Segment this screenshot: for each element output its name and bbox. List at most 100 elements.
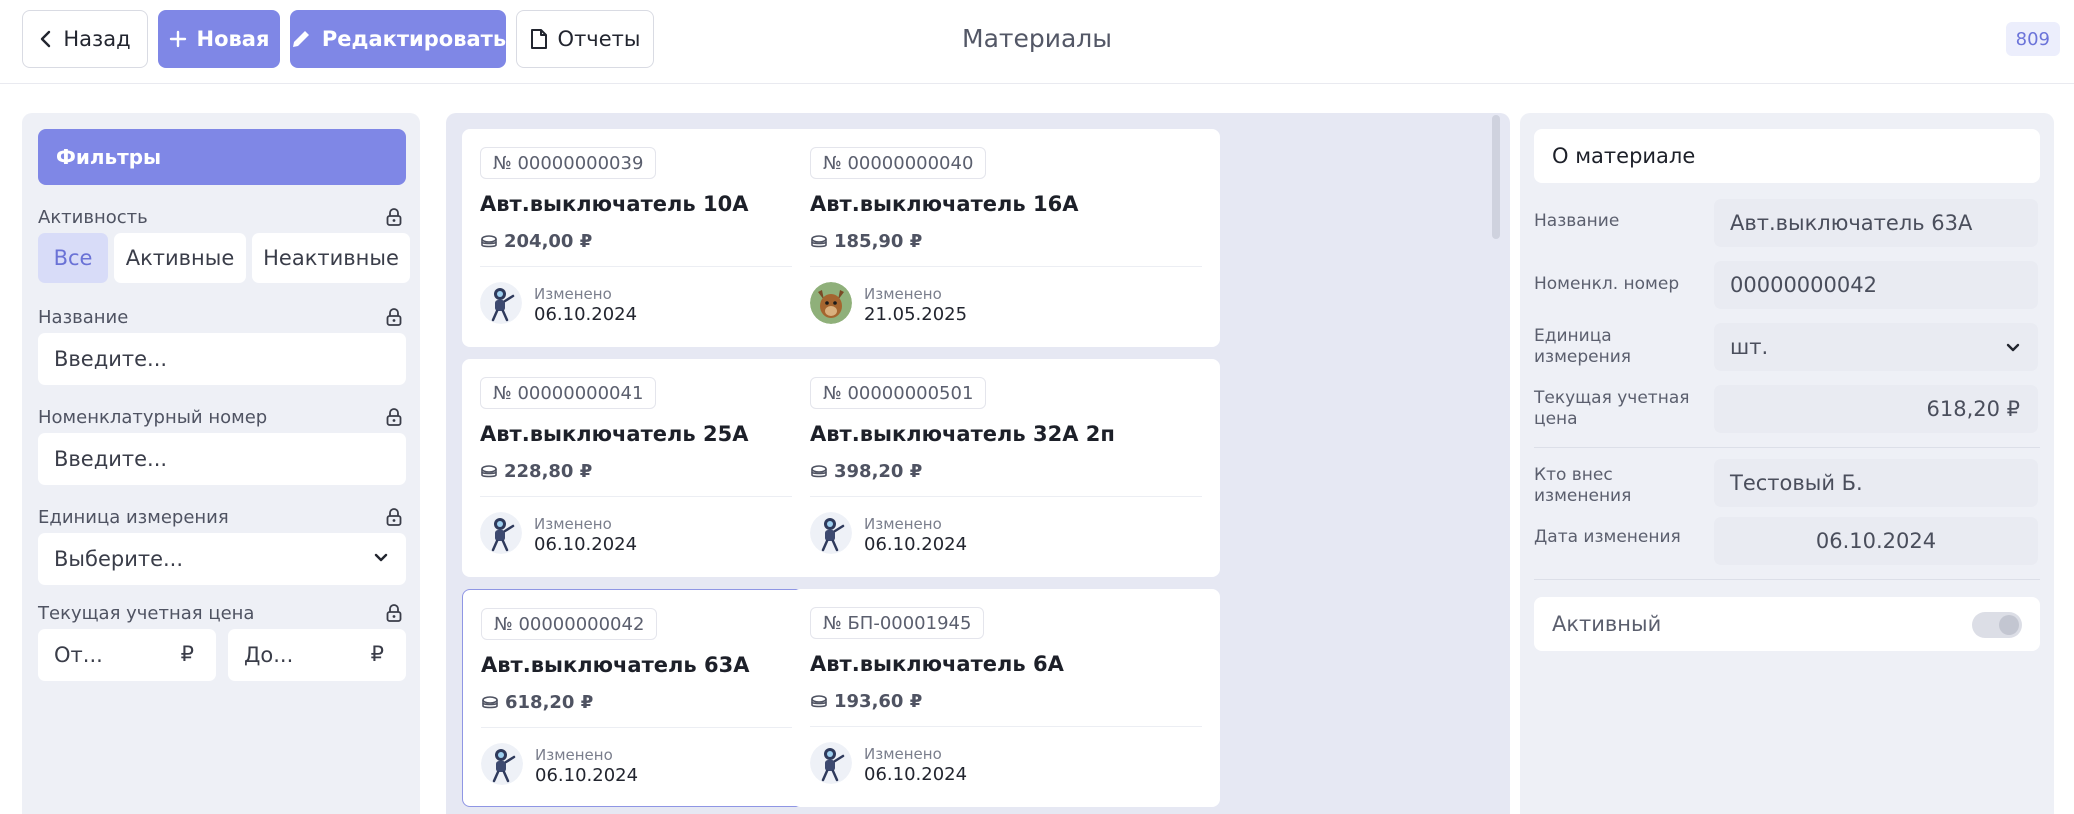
detail-active-label: Активный: [1552, 612, 1662, 636]
card-price-value: 398,20 ₽: [834, 461, 923, 482]
avatar: [810, 512, 852, 554]
material-card[interactable]: № 00000000501 Авт.выключатель 32А 2п 398,2…: [792, 359, 1220, 577]
card-title: Авт.выключатель 32А 2п: [810, 422, 1115, 446]
detail-active-row: Активный: [1534, 597, 2040, 651]
name-filter-label: Название: [38, 307, 129, 328]
price-to-placeholder: До...: [244, 643, 294, 667]
card-number: № 00000000040: [810, 147, 987, 179]
chevron-left-icon: [41, 30, 51, 48]
toggle-knob: [1999, 615, 2019, 635]
card-title: Авт.выключатель 10А: [480, 192, 749, 216]
coins-icon: [481, 464, 497, 477]
detail-nomenclature-field[interactable]: 00000000042: [1714, 261, 2038, 309]
coins-icon: [482, 695, 498, 708]
changed-date: 06.10.2024: [864, 534, 968, 555]
changed-label: Изменено: [864, 745, 942, 763]
detail-name-label: Название: [1534, 211, 1620, 231]
changed-label: Изменено: [864, 515, 942, 533]
filters-header[interactable]: Фильтры: [38, 129, 406, 185]
detail-nomenclature-label: Номенкл. номер: [1534, 274, 1680, 294]
card-price: 193,60 ₽: [810, 691, 922, 712]
activity-option-inactive[interactable]: Неактивные: [252, 233, 410, 283]
lock-icon[interactable]: [385, 407, 403, 427]
price-filter-label: Текущая учетная цена: [38, 603, 255, 624]
divider: [481, 727, 871, 728]
changed-label: Изменено: [535, 746, 613, 764]
activity-option-active[interactable]: Активные: [114, 233, 246, 283]
activity-option-all[interactable]: Все: [38, 233, 108, 283]
price-from-input[interactable]: От... ₽: [38, 629, 216, 681]
price-from-placeholder: От...: [54, 643, 103, 667]
detail-editor-field[interactable]: Тестовый Б.: [1714, 459, 2038, 507]
back-button-label: Назад: [63, 27, 131, 51]
unit-filter-select[interactable]: Выберите...: [38, 533, 406, 585]
lock-icon[interactable]: [385, 603, 403, 623]
top-bar: Назад Новая Редактировать Отчеты Материа…: [0, 0, 2074, 84]
changed-date: 06.10.2024: [534, 304, 638, 325]
edit-button-label: Редактировать: [321, 27, 507, 51]
coins-icon: [811, 234, 827, 247]
detail-unit-select[interactable]: шт.: [1714, 323, 2038, 371]
active-toggle[interactable]: [1972, 612, 2022, 638]
divider: [1534, 579, 2040, 580]
lock-icon[interactable]: [385, 507, 403, 527]
changed-label: Изменено: [864, 285, 942, 303]
detail-price-field[interactable]: 618,20 ₽: [1714, 385, 2038, 433]
divider: [810, 496, 1202, 497]
card-price-value: 204,00 ₽: [504, 231, 593, 252]
avatar: [480, 512, 522, 554]
card-price: 185,90 ₽: [810, 231, 922, 252]
card-price-value: 228,80 ₽: [504, 461, 593, 482]
detail-unit-label: Единица измерения: [1534, 326, 1632, 367]
activity-filter-label: Активность: [38, 207, 148, 228]
ruble-sign: ₽: [370, 642, 384, 666]
edit-button[interactable]: Редактировать: [290, 10, 506, 68]
card-title: Авт.выключатель 63А: [481, 653, 750, 677]
document-icon: [530, 29, 547, 49]
coins-icon: [811, 694, 827, 707]
detail-editor-label: Кто внес изменения: [1534, 465, 1632, 506]
plus-icon: [169, 30, 186, 48]
divider: [480, 496, 872, 497]
ruble-sign: ₽: [180, 642, 194, 666]
avatar: [810, 282, 852, 324]
activity-segmented-control: Все Активные Неактивные: [38, 233, 410, 283]
detail-name-field[interactable]: Авт.выключатель 63А: [1714, 199, 2038, 247]
nomenclature-filter-input[interactable]: Введите...: [38, 433, 406, 485]
new-button[interactable]: Новая: [158, 10, 280, 68]
material-card[interactable]: № БП-00001945 Авт.выключатель 6А 193,60 ₽ И…: [792, 589, 1220, 807]
page-title: Материалы: [962, 24, 1112, 53]
nomenclature-filter-label: Номенклатурный номер: [38, 407, 268, 428]
price-to-input[interactable]: До... ₽: [228, 629, 406, 681]
back-button[interactable]: Назад: [22, 10, 148, 68]
materials-list-panel: № 00000000039 Авт.выключатель 10А 204,00 ₽…: [446, 113, 1510, 814]
detail-price-label: Текущая учетная цена: [1534, 388, 1690, 429]
reports-button[interactable]: Отчеты: [516, 10, 654, 68]
reports-button-label: Отчеты: [557, 27, 641, 51]
divider: [480, 266, 872, 267]
card-title: Авт.выключатель 6А: [810, 652, 1064, 676]
material-card[interactable]: № 00000000040 Авт.выключатель 16А 185,90 ₽…: [792, 129, 1220, 347]
changed-date: 21.05.2025: [864, 304, 968, 325]
divider: [810, 266, 1202, 267]
lock-icon[interactable]: [385, 207, 403, 227]
card-price-value: 185,90 ₽: [834, 231, 923, 252]
material-detail-panel: О материале Название Авт.выключатель 63А…: [1520, 113, 2054, 814]
count-badge: 809: [2005, 22, 2060, 56]
avatar: [480, 282, 522, 324]
lock-icon[interactable]: [385, 307, 403, 327]
card-price: 228,80 ₽: [480, 461, 592, 482]
name-filter-input[interactable]: Введите...: [38, 333, 406, 385]
divider: [1534, 447, 2040, 448]
changed-date: 06.10.2024: [534, 534, 638, 555]
changed-date: 06.10.2024: [864, 764, 968, 785]
coins-icon: [481, 234, 497, 247]
card-price: 204,00 ₽: [480, 231, 592, 252]
scrollbar-thumb[interactable]: [1492, 115, 1500, 239]
card-price-value: 618,20 ₽: [505, 692, 594, 713]
chevron-down-icon: [2006, 343, 2020, 352]
pencil-icon: [292, 31, 309, 47]
card-number: № 00000000501: [810, 377, 987, 409]
detail-date-field[interactable]: 06.10.2024: [1714, 517, 2038, 565]
chevron-down-icon: [374, 553, 388, 562]
